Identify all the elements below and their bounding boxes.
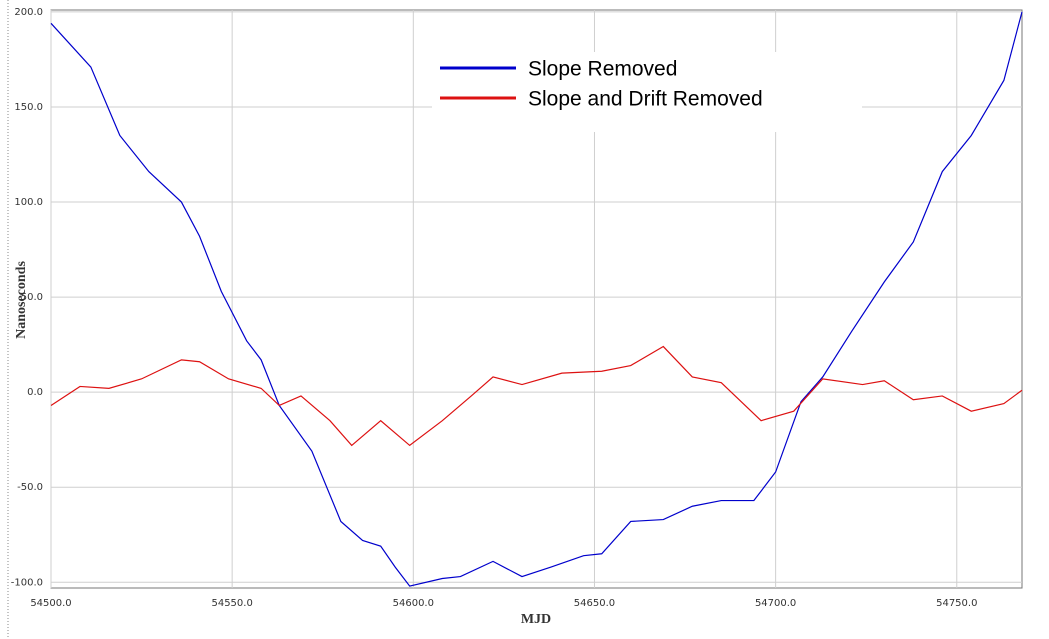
y-tick-label: 0.0	[27, 387, 43, 398]
x-tick-label: 54750.0	[936, 598, 977, 609]
x-tick-label: 54500.0	[30, 598, 71, 609]
x-tick-label: 54600.0	[393, 598, 434, 609]
x-tick-label: 54550.0	[211, 598, 252, 609]
legend-label: Slope and Drift Removed	[528, 88, 763, 111]
data-line	[50, 11, 1023, 587]
y-tick-label: 100.0	[14, 197, 43, 208]
legend-label: Slope Removed	[528, 58, 677, 81]
x-axis-title: MJD	[521, 612, 551, 627]
y-tick-label: 150.0	[14, 102, 43, 113]
y-axis-title: Nanoseconds	[14, 261, 29, 339]
y-tick-label: 200.0	[14, 7, 43, 18]
legend-box	[432, 52, 862, 132]
data-line	[50, 345, 1023, 447]
x-tick-label: 54650.0	[574, 598, 615, 609]
x-tick-label: 54700.0	[755, 598, 796, 609]
y-tick-label: -50.0	[17, 482, 43, 493]
y-tick-label: 50.0	[21, 292, 43, 303]
y-tick-label: -100.0	[11, 577, 43, 588]
